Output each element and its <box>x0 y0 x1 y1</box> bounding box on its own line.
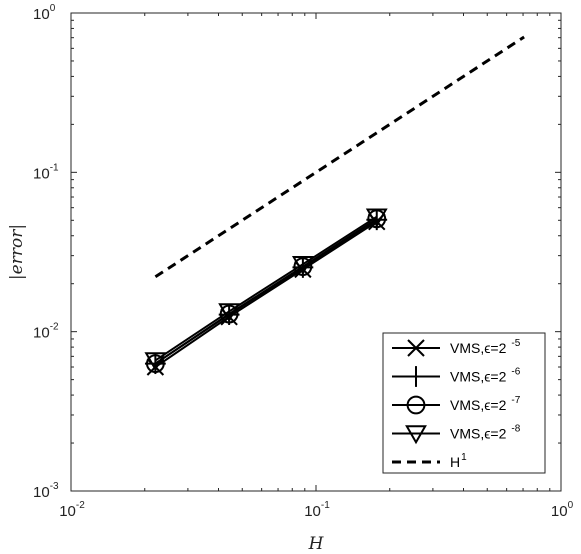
series-3-point <box>144 352 167 372</box>
x-tick-label-exp: 0 <box>568 500 574 511</box>
legend-entry-0: VMS,ϵ=2 -5 <box>392 338 521 357</box>
y-axis-title: |error| <box>7 224 27 280</box>
y-tick-label-exp: -2 <box>50 322 59 333</box>
y-tick-label-base: 10 <box>33 484 50 501</box>
x-tick-label-base: 10 <box>551 503 568 520</box>
legend-entry-3: VMS,ϵ=2 -8 <box>392 424 521 445</box>
legend-swatch-marker <box>405 425 427 445</box>
legend-swatch-marker <box>407 339 425 357</box>
legend-label: VMS,ϵ=2 -5 <box>450 338 521 356</box>
legend-label-name: H <box>450 454 460 470</box>
legend-box <box>382 332 546 474</box>
legend-label-exp: 1 <box>461 452 467 463</box>
legend-entry-1: VMS,ϵ=2 -6 <box>392 366 521 387</box>
series-3-point <box>218 303 241 323</box>
legend-label: VMS,ϵ=2 -7 <box>450 395 521 413</box>
legend-label-name: VMS,ϵ=2 <box>450 340 507 356</box>
x-tick-label: 100 <box>551 500 574 520</box>
legend-label: VMS,ϵ=2 -6 <box>450 367 521 385</box>
legend-label-exp: -8 <box>511 424 520 435</box>
x-tick-label: 10-2 <box>59 500 85 520</box>
series-line-2 <box>154 217 378 365</box>
legend-label-exp: -7 <box>511 395 520 406</box>
y-tick-label-exp: -1 <box>50 162 59 173</box>
y-tick-label-base: 10 <box>33 165 50 182</box>
legend-swatch-marker <box>406 395 426 415</box>
series-line-0 <box>154 220 378 368</box>
series-3-point <box>365 208 388 228</box>
legend-swatch-marker-stroke <box>407 339 425 357</box>
series-2-point <box>145 354 165 374</box>
legend-label-exp: -5 <box>511 338 520 349</box>
x-tick-label: 10-1 <box>304 500 330 520</box>
legend: VMS,ϵ=2 -5 VMS,ϵ=2 -6 VMS,ϵ=2 -7 VMS,ϵ=2 -8 H1 <box>382 332 546 474</box>
legend-label: H1 <box>450 452 467 470</box>
legend-label-name: VMS,ϵ=2 <box>450 369 507 385</box>
y-tick-label: 100 <box>33 3 56 23</box>
y-tick-label: 10-3 <box>33 481 59 501</box>
x-axis-title: H <box>308 534 325 554</box>
y-tick-label-exp: 0 <box>50 3 56 14</box>
y-tick-label-base: 10 <box>33 6 50 23</box>
y-tick-label: 10-1 <box>33 162 59 182</box>
x-tick-label-exp: -2 <box>76 500 85 511</box>
y-tick-label-base: 10 <box>33 325 50 342</box>
legend-label-exp: -6 <box>511 367 520 378</box>
series-3-point <box>291 256 314 276</box>
x-tick-label-base: 10 <box>59 503 76 520</box>
legend-label-name: VMS,ϵ=2 <box>450 397 507 413</box>
series-line-3 <box>154 215 378 362</box>
series-2-point <box>219 304 239 324</box>
legend-swatch-marker <box>405 366 427 387</box>
x-tick-label-base: 10 <box>304 503 321 520</box>
x-tick-label-exp: -1 <box>321 500 330 511</box>
legend-label-name: VMS,ϵ=2 <box>450 426 507 442</box>
y-tick-label: 10-2 <box>33 322 59 342</box>
series-layer <box>144 35 525 376</box>
legend-entry-2: VMS,ϵ=2 -7 <box>392 395 521 415</box>
y-tick-label-exp: -3 <box>50 481 59 492</box>
series-line-4 <box>154 35 525 279</box>
legend-label: VMS,ϵ=2 -8 <box>450 424 521 442</box>
legend-entry-4: H1 <box>392 452 467 470</box>
